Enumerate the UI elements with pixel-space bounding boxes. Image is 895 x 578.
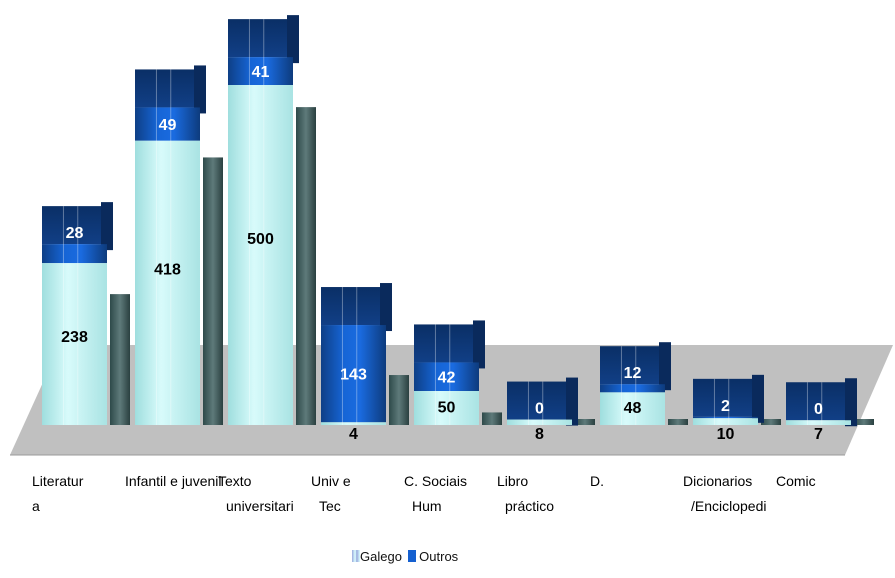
bar-cap-edge-cat-4 (473, 320, 485, 369)
bar-cap-edge-cat-5 (566, 377, 578, 426)
bar-cap-edge-cat-8 (845, 378, 857, 427)
category-label-line-cat-4-1: Hum (412, 498, 442, 514)
category-label-cat-0: Literatur a (32, 473, 84, 514)
bar-shadow-cat-6 (668, 419, 688, 425)
data-label-galego-cat-0: 238 (61, 329, 88, 346)
category-label-cat-5: Libro práctico (497, 473, 554, 514)
bar-cap-cat-5 (507, 381, 572, 420)
bar-galego-cat-1 (135, 140, 200, 425)
category-label-line-cat-6-0: D. (590, 473, 604, 489)
data-label-galego-cat-8: 7 (814, 426, 823, 443)
bar-shadow-cat-7 (761, 419, 781, 425)
bar-galego-cat-7 (693, 418, 758, 425)
category-label-line-cat-8-0: Comic (776, 473, 816, 489)
bar-cap-cat-6 (600, 346, 665, 385)
bar-shadow-cat-5 (575, 419, 595, 425)
category-label-cat-1: Infantil e juvenil (125, 473, 222, 489)
bar-shadow-cat-1 (203, 157, 223, 425)
category-label-line-cat-3-0: Univ e (311, 473, 351, 489)
bar-cap-cat-2 (228, 19, 293, 58)
data-label-galego-cat-6: 48 (624, 400, 642, 417)
data-label-galego-cat-3: 4 (349, 426, 358, 443)
data-label-outros-cat-6: 12 (624, 365, 642, 382)
data-label-outros-cat-5: 0 (535, 401, 544, 418)
category-label-line-cat-5-0: Libro (497, 473, 528, 489)
legend-swatch-galego (352, 550, 360, 562)
bar-galego-cat-4 (414, 391, 479, 425)
data-label-galego-cat-7: 10 (717, 426, 735, 443)
data-label-galego-cat-4: 50 (438, 399, 456, 416)
bar-cap-cat-3 (321, 287, 386, 326)
bar-shadow-cat-2 (296, 107, 316, 426)
bar-galego-cat-8 (786, 420, 851, 425)
bar-cap-cat-1 (135, 69, 200, 108)
bar-cap-cat-8 (786, 382, 851, 421)
bar-outros-cat-0 (42, 244, 107, 264)
data-label-outros-cat-1: 49 (159, 117, 177, 134)
data-label-outros-cat-7: 2 (721, 398, 730, 415)
bar-shadow-cat-8 (854, 419, 874, 425)
bar-galego-cat-2 (228, 85, 293, 425)
bar-outros-cat-2 (228, 57, 293, 85)
legend-swatch-outros (407, 550, 416, 562)
category-label-line-cat-3-1: Tec (319, 498, 341, 514)
legend-label-outros: Outros (419, 549, 459, 564)
category-label-line-cat-4-0: C. Sociais (404, 473, 467, 489)
category-label-cat-7: Dicionarios/Enciclopedi (683, 473, 767, 514)
data-label-galego-cat-1: 418 (154, 262, 181, 279)
category-label-line-cat-7-1: /Enciclopedi (691, 498, 767, 514)
bar-galego-cat-6 (600, 392, 665, 425)
category-label-line-cat-2-1: universitari (226, 498, 294, 514)
bar-galego-cat-5 (507, 419, 572, 425)
bar-cap-cat-7 (693, 378, 758, 417)
category-label-line-cat-1-0: Infantil e juvenil (125, 473, 222, 489)
bar-outros-cat-3 (321, 325, 386, 423)
legend-label-galego: Galego (360, 549, 402, 564)
bar-outros-cat-7 (693, 416, 758, 419)
legend-item-galego: Galego (352, 549, 406, 564)
bar-cap-edge-cat-7 (752, 374, 764, 423)
bar-outros-cat-1 (135, 107, 200, 141)
bar-outros-cat-6 (600, 384, 665, 393)
bar-cap-edge-cat-3 (380, 283, 392, 332)
category-label-cat-6: D. (590, 473, 604, 489)
category-label-cat-8: Comic (776, 473, 816, 489)
category-label-line-cat-5-1: práctico (505, 498, 554, 514)
legend-item-outros: Outros (407, 549, 459, 564)
data-label-outros-cat-0: 28 (66, 225, 84, 242)
bar-galego-cat-0 (42, 263, 107, 425)
bar-shadow-cat-3 (389, 375, 409, 425)
category-label-cat-2: Texto universitari (218, 473, 294, 514)
bar-cap-cat-0 (42, 206, 107, 245)
data-label-outros-cat-2: 41 (252, 64, 270, 81)
bar-cap-edge-cat-0 (101, 202, 113, 251)
bar-outros-cat-4 (414, 362, 479, 391)
data-label-outros-cat-8: 0 (814, 401, 823, 418)
data-label-outros-cat-3: 143 (340, 367, 367, 384)
data-label-outros-cat-4: 42 (438, 370, 456, 387)
category-label-cat-4: C. Sociais Hum (404, 473, 467, 514)
bar-shadow-cat-4 (482, 412, 502, 425)
category-label-line-cat-0-0: Literatur (32, 473, 84, 489)
data-label-galego-cat-2: 500 (247, 231, 274, 248)
category-label-line-cat-2-0: Texto (218, 473, 252, 489)
bar-cap-edge-cat-6 (659, 342, 671, 391)
category-label-line-cat-7-0: Dicionarios (683, 473, 752, 489)
legend: Galego Outros (352, 549, 460, 564)
category-label-line-cat-0-1: a (32, 498, 40, 514)
bar-galego-cat-3 (321, 422, 386, 425)
data-label-galego-cat-5: 8 (535, 426, 544, 443)
bar-shadow-cat-0 (110, 294, 130, 425)
bar-cap-edge-cat-2 (287, 15, 299, 64)
bar-cap-cat-4 (414, 324, 479, 363)
bar-cap-edge-cat-1 (194, 65, 206, 114)
category-label-cat-3: Univ e Tec (311, 473, 351, 514)
